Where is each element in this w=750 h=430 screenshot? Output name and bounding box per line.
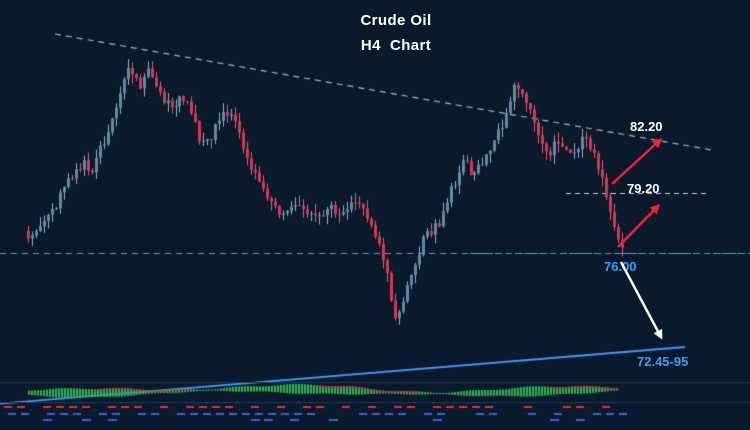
bearish-projection-arrow-icon bbox=[619, 261, 663, 340]
chart-subtitle: H4 Chart bbox=[360, 37, 432, 54]
chart-title: Crude Oil bbox=[360, 12, 432, 29]
price-label-82-20: 82.20 bbox=[630, 119, 663, 134]
price-label-76-00: 76.00 bbox=[604, 259, 637, 274]
price-zone-label-72-45-95: 72.45-95 bbox=[637, 354, 689, 369]
bullish-projection-arrow-icon bbox=[611, 137, 663, 185]
bullish-bounce-arrow-icon bbox=[617, 203, 661, 248]
price-label-79-20: 79.20 bbox=[627, 181, 660, 196]
